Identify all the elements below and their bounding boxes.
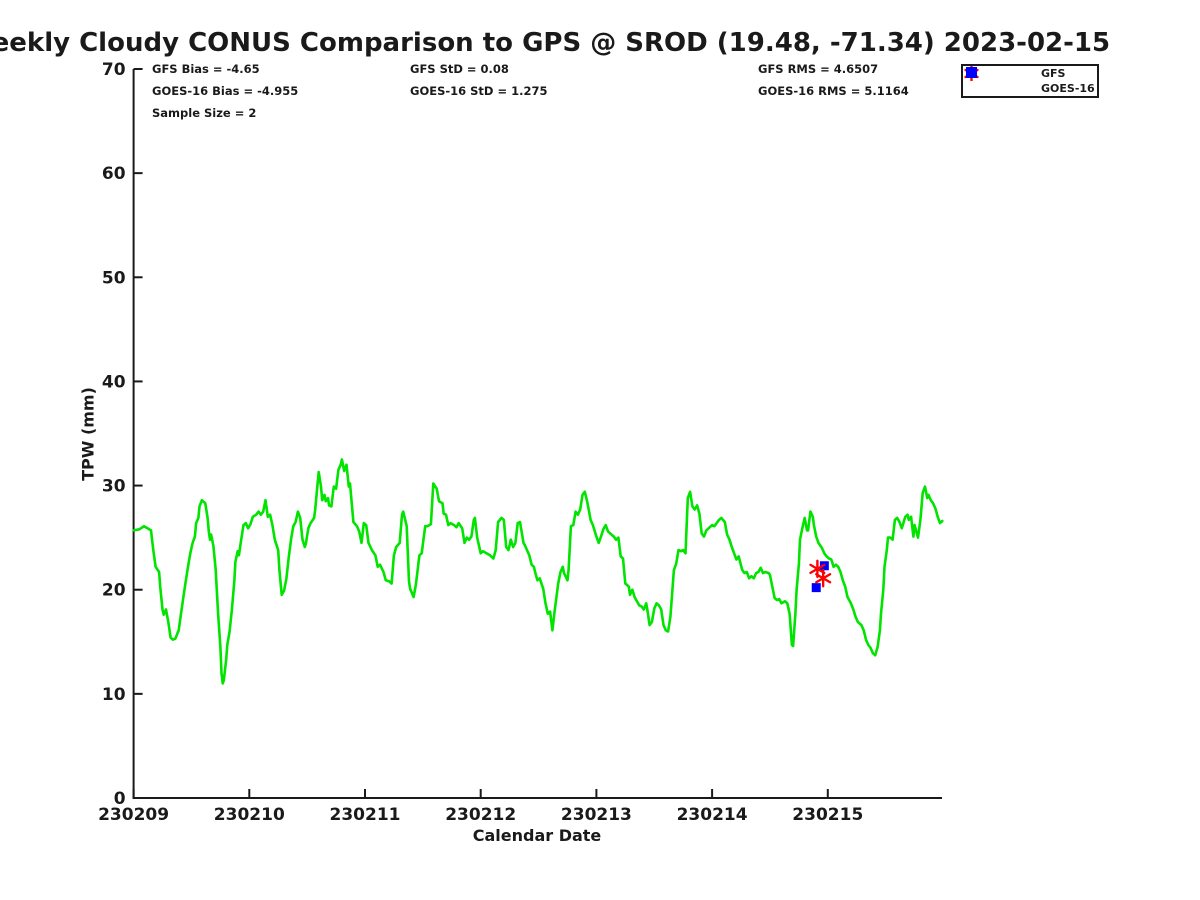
legend-box: GFS GOES-16 [961,64,1099,98]
gfs-marker [815,569,832,588]
chart-title: Weekly Cloudy CONUS Comparison to GPS @ … [0,28,1111,58]
x-tick-label: 230212 [445,805,516,825]
y-tick-label: 30 [102,477,126,497]
stats-column-bias: GFS Bias = -4.65 GOES-16 Bias = -4.955 S… [152,58,298,124]
y-tick-label: 0 [114,789,126,809]
stats-column-std: GFS StD = 0.08 GOES-16 StD = 1.275 [410,58,547,102]
legend-label-gfs: GFS [1041,67,1066,80]
legend-label-goes16: GOES-16 [1041,82,1095,95]
x-tick-label: 230211 [330,805,401,825]
goes16-marker [811,583,821,593]
x-tick-label: 230214 [677,805,748,825]
gps-tpw-line [132,458,944,685]
x-axis-label: Calendar Date [472,826,602,845]
stat-gfs-std: GFS StD = 0.08 [410,62,509,76]
y-tick-label: 60 [102,164,126,184]
x-tick-label: 230209 [98,805,169,825]
gfs-marker-stroke [809,563,826,575]
x-tick-label: 230213 [561,805,632,825]
stat-gfs-bias: GFS Bias = -4.65 [152,62,260,76]
y-tick-label: 70 [102,60,126,80]
stat-goes16-std: GOES-16 StD = 1.275 [410,84,548,98]
stat-gfs-rms: GFS RMS = 4.6507 [758,62,879,76]
stat-sample-size: Sample Size = 2 [152,106,257,120]
stats-column-rms: GFS RMS = 4.6507 GOES-16 RMS = 5.1164 [758,58,909,102]
x-tick-label: 230215 [792,805,863,825]
legend-item-gfs: GFS [963,66,1097,81]
y-axis-label: TPW (mm) [78,387,98,481]
y-tick-label: 40 [102,372,126,392]
y-tick-label: 10 [102,685,126,705]
legend-item-goes16: GOES-16 [963,67,1097,96]
gfs-marker-stroke [815,573,832,584]
y-tick-label: 50 [102,268,126,288]
stat-goes16-bias: GOES-16 Bias = -4.955 [152,84,299,98]
x-tick-label: 230210 [214,805,285,825]
stat-goes16-rms: GOES-16 RMS = 5.1164 [758,84,909,98]
y-tick-label: 20 [102,581,126,601]
